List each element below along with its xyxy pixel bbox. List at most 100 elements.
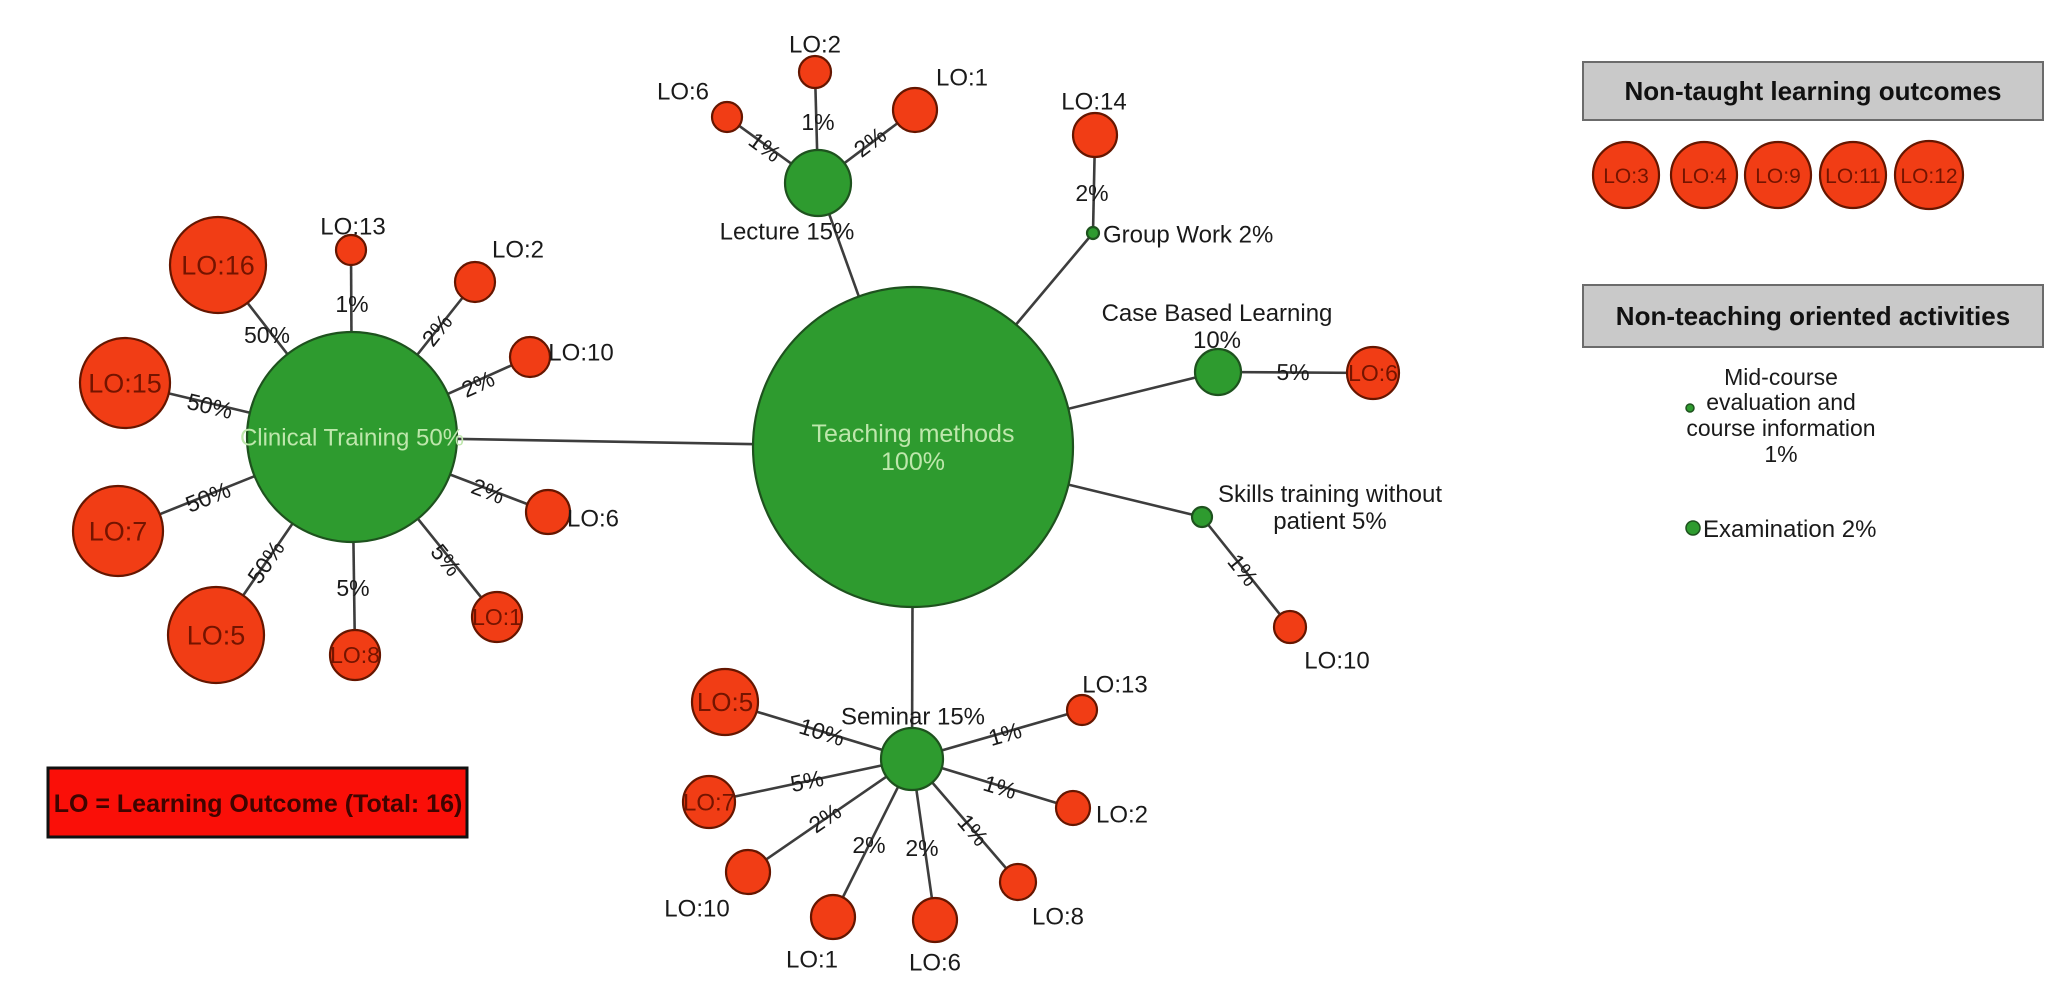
weight-seminar-se7: 5% <box>788 765 826 797</box>
non-taught-node-LO:11 <box>1818 140 1888 210</box>
label-s10: LO:10 <box>1304 647 1369 674</box>
edge-skills-s10 <box>1200 516 1292 628</box>
node-c2-outcome <box>453 260 497 304</box>
weight-clinical-c15: 50% <box>185 388 236 424</box>
node-se6-outcome <box>911 896 959 944</box>
node-c5-outcome <box>166 585 266 685</box>
label-c16: LO:16 <box>181 250 255 280</box>
weight-clinical-c2: 2% <box>416 309 457 351</box>
node-lecture-method <box>783 148 853 218</box>
node-l1-outcome <box>891 86 939 134</box>
node-c1-outcome <box>470 590 524 644</box>
non-taught-label: LO:11 <box>1825 165 1881 188</box>
node-teaching-method <box>751 285 1075 609</box>
node-l2-outcome <box>797 54 833 90</box>
label-cb6: LO:6 <box>1348 360 1398 386</box>
label-c2: LO:2 <box>492 236 544 263</box>
weight-clinical-c7: 50% <box>182 476 234 517</box>
label-c10: LO:10 <box>548 339 613 366</box>
non-taught-node-LO:3 <box>1591 140 1661 210</box>
label-seminar: Seminar 15% <box>841 703 985 730</box>
node-se10-outcome <box>724 848 772 896</box>
label-se13: LO:13 <box>1082 671 1147 698</box>
weight-lecture-l2: 1% <box>801 109 834 135</box>
label-l2: LO:2 <box>789 31 841 58</box>
non-taught-label: LO:12 <box>1900 165 1957 188</box>
node-c15-outcome <box>78 336 172 430</box>
label-cbl: Case Based Learning 10% <box>1102 300 1333 354</box>
node-c6-outcome <box>524 488 572 536</box>
weight-seminar-se2: 1% <box>980 770 1019 805</box>
label-se5: LO:5 <box>697 687 753 717</box>
non-taught-outcomes-header-title: Non-taught learning outcomes <box>1625 76 2002 106</box>
label-g14: LO:14 <box>1061 88 1126 115</box>
non-taught-outcomes-header-box <box>1582 61 2044 121</box>
non-taught-label: LO:4 <box>1681 165 1727 188</box>
non-taught-label: LO:9 <box>1755 165 1801 188</box>
weight-groupwork-g14: 2% <box>1075 180 1108 206</box>
mid-course-dot <box>1685 403 1695 413</box>
weight-seminar-se1: 2% <box>852 832 885 858</box>
label-se2: LO:2 <box>1096 801 1148 828</box>
label-teaching: Teaching methods 100% <box>812 420 1015 476</box>
node-skills-method <box>1190 505 1214 529</box>
label-se8: LO:8 <box>1032 903 1084 930</box>
node-c16-outcome <box>168 215 268 315</box>
label-c7: LO:7 <box>89 516 148 546</box>
weight-seminar-se6: 2% <box>905 835 938 861</box>
node-se1-outcome <box>809 893 857 941</box>
weight-clinical-c8: 5% <box>336 575 369 601</box>
weight-cbl-cb6: 5% <box>1276 359 1309 385</box>
mid-course-line-1: evaluation and <box>1706 389 1856 415</box>
weight-clinical-c6: 2% <box>468 473 508 509</box>
node-se7-outcome <box>681 774 737 830</box>
mid-course-line-0: Mid-course <box>1724 364 1838 390</box>
node-c7-outcome <box>71 484 165 578</box>
node-c8-outcome <box>328 628 382 682</box>
weight-seminar-se10: 2% <box>804 798 846 838</box>
label-l6: LO:6 <box>657 78 709 105</box>
label-se7: LO:7 <box>683 789 735 816</box>
label-se6: LO:6 <box>909 949 961 976</box>
label-se1: LO:1 <box>786 946 838 973</box>
node-groupwork-method <box>1085 225 1101 241</box>
node-s10-outcome <box>1272 609 1308 645</box>
node-g14-outcome <box>1071 111 1119 159</box>
legend-box <box>46 766 469 839</box>
node-cb6-outcome <box>1345 345 1401 401</box>
label-c1: LO:1 <box>472 604 522 630</box>
node-se5-outcome <box>690 667 760 737</box>
label-clinical: Clinical Training 50% <box>240 424 464 451</box>
edge-seminar-se10 <box>747 757 913 874</box>
non-taught-node-LO:4 <box>1669 140 1739 210</box>
non-teaching-activities-header-title: Non-teaching oriented activities <box>1616 301 2010 331</box>
legend-text: LO = Learning Outcome (Total: 16) <box>54 790 463 818</box>
node-l6-outcome <box>710 100 744 134</box>
non-taught-node-LO:9 <box>1743 140 1813 210</box>
node-se2-outcome <box>1054 789 1092 827</box>
weight-clinical-c1: 5% <box>425 539 466 581</box>
label-skills: Skills training without patient 5% <box>1218 481 1442 535</box>
node-c10-outcome <box>508 335 552 379</box>
weight-clinical-c16: 50% <box>244 322 290 348</box>
non-teaching-activities-header-box <box>1582 284 2044 348</box>
label-c15: LO:15 <box>88 368 162 398</box>
mid-course-line-3: 1% <box>1764 441 1797 467</box>
non-taught-node-LO:12 <box>1893 139 1965 211</box>
node-seminar-method <box>879 726 945 792</box>
label-lecture: Lecture 15% <box>720 218 855 245</box>
label-c8: LO:8 <box>330 642 380 668</box>
examination-dot <box>1685 520 1701 536</box>
weight-clinical-c10: 2% <box>458 365 499 402</box>
label-se10: LO:10 <box>664 895 729 922</box>
node-se8-outcome <box>998 862 1038 902</box>
non-taught-label: LO:3 <box>1603 165 1649 188</box>
weight-clinical-c5: 50% <box>242 536 290 589</box>
edge-seminar-se7 <box>708 757 913 804</box>
label-c6: LO:6 <box>567 505 619 532</box>
label-c5: LO:5 <box>187 620 246 650</box>
node-clinical-method <box>245 330 459 544</box>
weight-clinical-c13: 1% <box>335 291 368 317</box>
